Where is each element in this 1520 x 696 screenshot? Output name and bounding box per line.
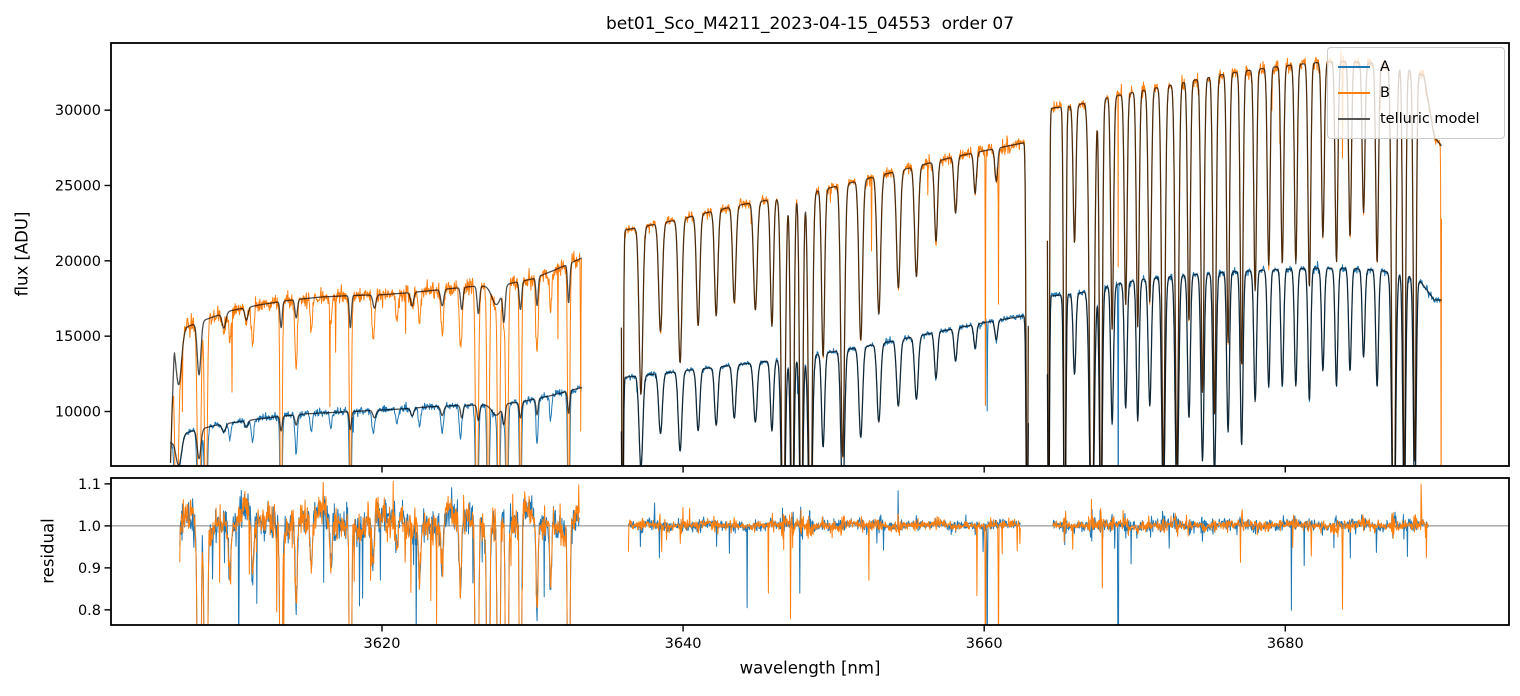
spectrum-B-line [620,135,1029,466]
legend-entry-B: B [1338,80,1494,106]
telluric-model-line [170,386,583,466]
flux-tick-label: 15000 [55,329,101,345]
residual-panel-border [110,477,1510,626]
telluric-model-line [620,315,1029,466]
legend-entry-A: A [1338,54,1494,80]
series-B-line-swatch [1338,92,1370,94]
residual-tick-label: 0.8 [78,603,101,619]
telluric-model-line [1046,267,1443,466]
telluric-model-line [620,142,1029,466]
series-A-line-swatch [1338,66,1370,68]
flux-tick-label: 30000 [55,103,101,119]
legend-label-B: B [1380,85,1390,101]
x-tick-label: 3640 [665,636,702,652]
flux-panel-data [169,50,1443,466]
telluric-model-line [169,257,583,464]
legend-entry-telluric-model: telluric model [1338,106,1494,132]
x-tick-label: 3680 [1267,636,1304,652]
flux-tick-label: 20000 [55,254,101,270]
residual-tick-label: 0.9 [78,561,101,577]
residual-tick-label: 1.0 [78,519,101,535]
residual-panel-data [111,480,1509,625]
legend: A B telluric model [1327,47,1505,139]
flux-panel-border [110,42,1510,467]
residual-B-line [179,480,580,625]
flux-tick-label: 10000 [55,405,101,421]
plot-title: bet01_Sco_M4211_2023-04-15_04553 order 0… [605,14,1015,34]
residual-B-line [1052,483,1429,610]
flux-tick-label: 25000 [55,178,101,194]
telluric-model-line-swatch [1338,118,1370,120]
legend-label-A: A [1380,59,1390,75]
residual-tick-label: 1.1 [78,477,101,493]
x-tick-label: 3620 [364,636,401,652]
wavelength-axis-label: wavelength [nm] [739,658,881,678]
legend-label-telluric-model: telluric model [1380,111,1480,127]
residual-B-line [627,507,1021,625]
telluric-model-line [1046,60,1443,466]
x-tick-label: 3660 [966,636,1003,652]
